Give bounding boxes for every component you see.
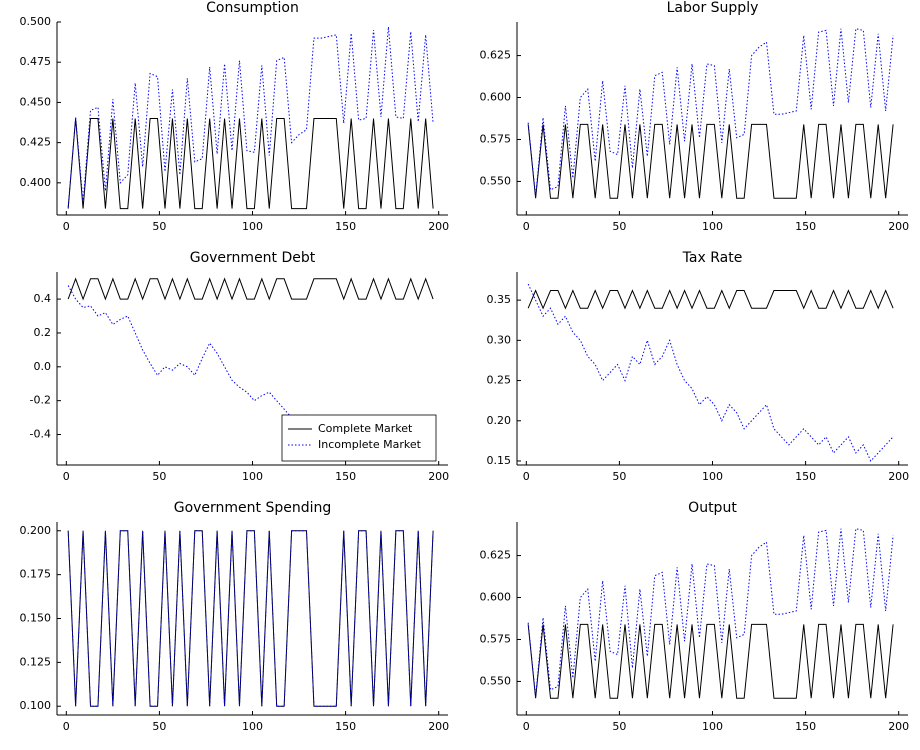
y-tick-label: 0.100: [20, 699, 52, 712]
y-tick-label: -0.4: [30, 428, 51, 441]
series-line: [527, 123, 894, 199]
y-tick-label: 0.25: [487, 374, 512, 387]
x-tick-label: 150: [335, 220, 356, 233]
y-tick-label: 0.200: [20, 524, 52, 537]
y-tick-label: 0.550: [480, 174, 512, 187]
subplot-title: Output: [688, 500, 737, 516]
x-tick-label: 200: [428, 220, 449, 233]
y-tick-label: 0.400: [20, 176, 52, 189]
x-tick-label: 0: [523, 470, 530, 483]
series-line: [527, 289, 894, 310]
y-tick-label: 0.35: [487, 293, 512, 306]
x-tick-label: 50: [612, 220, 626, 233]
x-tick-label: 200: [888, 220, 909, 233]
y-tick-label: 0.0: [34, 360, 52, 373]
x-tick-label: 100: [242, 220, 263, 233]
x-tick-label: 150: [795, 720, 816, 733]
subplot: Government Debt 0 50 100 150 200 -0.4 -0.2 0.0 0.…: [30, 250, 450, 483]
y-tick-label: 0.175: [20, 568, 52, 581]
x-tick-label: 50: [152, 220, 166, 233]
series-line: [67, 530, 434, 707]
y-tick-label: -0.2: [30, 394, 51, 407]
subplot-title: Labor Supply: [667, 0, 759, 16]
x-tick-label: 200: [428, 470, 449, 483]
y-tick-label: 0.30: [487, 333, 512, 346]
x-tick-label: 150: [795, 470, 816, 483]
y-tick-label: 0.625: [480, 49, 512, 62]
x-tick-label: 100: [702, 720, 723, 733]
x-tick-label: 100: [702, 470, 723, 483]
x-tick-label: 100: [242, 720, 263, 733]
y-tick-label: 0.150: [20, 612, 52, 625]
x-tick-label: 50: [152, 470, 166, 483]
y-tick-label: 0.15: [487, 454, 512, 467]
y-tick-label: 0.600: [480, 591, 512, 604]
series-line: [67, 26, 434, 208]
x-tick-label: 100: [702, 220, 723, 233]
y-tick-label: 0.4: [34, 292, 52, 305]
subplot: Government Spending 0 50 100 150 200 0.100 0.12…: [20, 500, 450, 733]
y-tick-label: 0.450: [20, 95, 52, 108]
x-tick-label: 0: [523, 720, 530, 733]
subplot-title: Government Debt: [190, 250, 316, 266]
y-tick-label: 0.600: [480, 91, 512, 104]
legend-label: Incomplete Market: [318, 438, 422, 451]
subplot-title: Consumption: [206, 0, 299, 16]
x-tick-label: 200: [888, 720, 909, 733]
series-line: [527, 283, 894, 462]
x-tick-label: 0: [523, 220, 530, 233]
x-tick-label: 50: [612, 470, 626, 483]
y-tick-label: 0.550: [480, 674, 512, 687]
y-tick-label: 0.425: [20, 136, 52, 149]
x-tick-label: 100: [242, 470, 263, 483]
subplot-title: Tax Rate: [682, 250, 743, 266]
series-line: [527, 28, 894, 197]
legend-label: Complete Market: [318, 422, 413, 435]
series-line: [67, 277, 434, 301]
y-tick-label: 0.575: [480, 132, 512, 145]
y-tick-label: 0.2: [34, 326, 52, 339]
series-line: [67, 118, 434, 210]
legend-box: [281, 414, 437, 462]
series-line: [527, 528, 894, 697]
subplot: Tax Rate 0 50 100 150 200 0.15 0.20 0.25 0.30 0.35: [487, 250, 910, 483]
y-tick-label: 0.475: [20, 55, 52, 68]
x-tick-label: 0: [63, 470, 70, 483]
series-line: [67, 530, 434, 707]
series-line: [527, 623, 894, 699]
subplot: Labor Supply 0 50 100 150 200 0.550 0.575 0.600 0…: [480, 0, 910, 233]
x-tick-label: 50: [612, 720, 626, 733]
x-tick-label: 0: [63, 720, 70, 733]
x-tick-label: 50: [152, 720, 166, 733]
legend: Complete Market Incomplete Market: [281, 414, 437, 462]
x-tick-label: 150: [795, 220, 816, 233]
y-tick-label: 0.625: [480, 549, 512, 562]
y-tick-label: 0.20: [487, 414, 512, 427]
subplot: Output 0 50 100 150 200 0.550 0.575 0.600 0.625: [480, 500, 910, 733]
y-tick-label: 0.575: [480, 632, 512, 645]
x-tick-label: 150: [335, 470, 356, 483]
x-tick-label: 150: [335, 720, 356, 733]
y-tick-label: 0.500: [20, 15, 52, 28]
y-tick-label: 0.125: [20, 655, 52, 668]
x-tick-label: 200: [888, 470, 909, 483]
subplot-title: Government Spending: [174, 500, 332, 516]
x-tick-label: 200: [428, 720, 449, 733]
x-tick-label: 0: [63, 220, 70, 233]
subplot: Consumption 0 50 100 150 200 0.400 0.425 0.450 0.…: [20, 0, 450, 233]
